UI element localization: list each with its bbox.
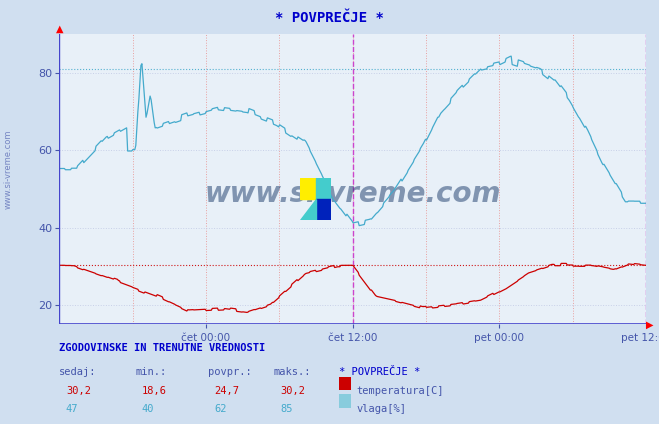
Bar (300, 178, 316, 199)
Text: 62: 62 (214, 404, 227, 414)
Text: 47: 47 (66, 404, 78, 414)
Text: 18,6: 18,6 (142, 386, 167, 396)
Text: www.si-vreme.com: www.si-vreme.com (204, 180, 501, 208)
Text: ▶: ▶ (646, 319, 653, 329)
Text: ZGODOVINSKE IN TRENUTNE VREDNOSTI: ZGODOVINSKE IN TRENUTNE VREDNOSTI (59, 343, 266, 354)
Bar (316, 178, 331, 199)
Text: maks.:: maks.: (273, 367, 311, 377)
Text: povpr.:: povpr.: (208, 367, 251, 377)
Text: 40: 40 (142, 404, 154, 414)
Text: 85: 85 (280, 404, 293, 414)
Text: www.si-vreme.com: www.si-vreme.com (4, 130, 13, 209)
Text: 24,7: 24,7 (214, 386, 239, 396)
Text: min.:: min.: (135, 367, 166, 377)
Bar (316, 199, 331, 220)
Text: 30,2: 30,2 (280, 386, 305, 396)
Text: temperatura[C]: temperatura[C] (357, 386, 444, 396)
Polygon shape (300, 199, 316, 220)
Text: 30,2: 30,2 (66, 386, 91, 396)
Text: * POVPREČJE *: * POVPREČJE * (339, 367, 420, 377)
Text: sedaj:: sedaj: (59, 367, 97, 377)
Text: ▲: ▲ (55, 24, 63, 34)
Text: * POVPREČJE *: * POVPREČJE * (275, 11, 384, 25)
Text: vlaga[%]: vlaga[%] (357, 404, 407, 414)
